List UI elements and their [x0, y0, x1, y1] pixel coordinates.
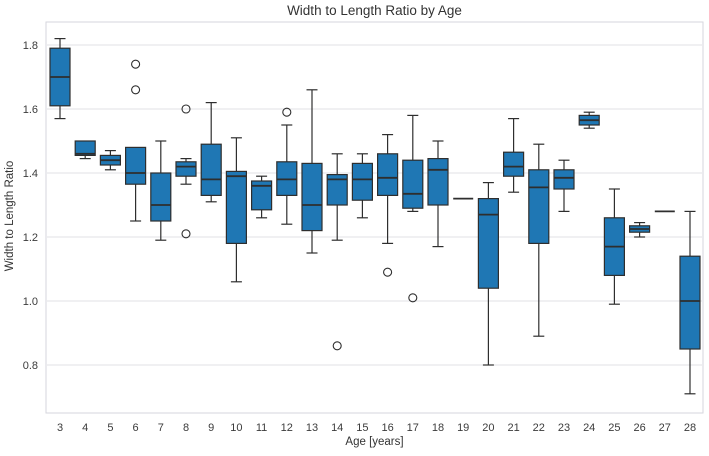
y-tick-label-1.4: 1.4: [23, 168, 38, 180]
box-age-9-iqr: [200, 143, 222, 196]
box-age-4-iqr: [74, 140, 96, 156]
x-tick-label-28: 28: [684, 422, 696, 434]
box-age-11-iqr: [251, 180, 273, 211]
x-tick-label-12: 12: [281, 422, 293, 434]
box-age-13-iqr: [301, 162, 323, 232]
x-tick-label-27: 27: [659, 422, 671, 434]
box-age-28-iqr: [679, 255, 701, 350]
box-age-17-iqr: [402, 159, 424, 209]
box-age-20-iqr: [477, 198, 499, 289]
box-age-6-outlier-1: [131, 85, 141, 95]
box-age-6-iqr: [124, 146, 147, 185]
x-tick-label-13: 13: [306, 422, 318, 434]
box-age-6-outlier-0: [131, 59, 141, 69]
x-tick-label-9: 9: [208, 422, 214, 434]
x-tick-label-21: 21: [507, 422, 519, 434]
box-age-16-iqr: [377, 153, 399, 197]
x-tick-label-7: 7: [158, 422, 164, 434]
x-tick-label-4: 4: [82, 422, 88, 434]
y-tick-label-0.8: 0.8: [23, 360, 38, 372]
box-age-8-outlier-0: [181, 104, 191, 114]
x-axis-label: Age [years]: [345, 436, 404, 448]
box-age-8-outlier-1: [181, 229, 191, 239]
x-tick-label-6: 6: [133, 422, 139, 434]
x-tick-label-16: 16: [381, 422, 393, 434]
box-age-10-iqr: [225, 170, 247, 244]
x-tick-label-19: 19: [457, 422, 469, 434]
y-tick-label-1.2: 1.2: [23, 232, 38, 244]
x-tick-label-25: 25: [608, 422, 620, 434]
x-tick-label-24: 24: [583, 422, 595, 434]
x-tick-label-20: 20: [482, 422, 494, 434]
x-tick-label-23: 23: [558, 422, 570, 434]
box-age-21-iqr: [503, 151, 525, 177]
x-tick-label-18: 18: [432, 422, 444, 434]
box-age-15-iqr: [351, 162, 373, 201]
box-age-17-outlier-0: [408, 293, 418, 303]
box-age-14-outlier-0: [332, 341, 342, 351]
box-age-7-iqr: [150, 172, 172, 222]
box-age-22-iqr: [528, 169, 550, 245]
x-tick-label-17: 17: [407, 422, 419, 434]
x-tick-label-10: 10: [230, 422, 242, 434]
box-age-23-iqr: [553, 169, 575, 190]
box-age-14-iqr: [326, 174, 348, 206]
x-tick-label-5: 5: [107, 422, 113, 434]
x-tick-label-22: 22: [533, 422, 545, 434]
chart-title: Width to Length Ratio by Age: [287, 3, 462, 18]
x-tick-label-26: 26: [633, 422, 645, 434]
y-axis-label: Width to Length Ratio: [4, 160, 16, 272]
x-tick-label-14: 14: [331, 422, 343, 434]
box-age-12-outlier-0: [282, 107, 292, 117]
box-age-8-iqr: [175, 161, 197, 177]
x-tick-label-8: 8: [183, 422, 189, 434]
x-tick-label-15: 15: [356, 422, 368, 434]
y-tick-label-1.6: 1.6: [23, 104, 38, 116]
x-tick-label-11: 11: [256, 422, 267, 434]
y-tick-label-1.0: 1.0: [23, 296, 38, 308]
x-tick-label-3: 3: [57, 422, 63, 434]
box-age-18-iqr: [427, 158, 449, 206]
y-tick-label-1.8: 1.8: [23, 40, 38, 52]
box-age-16-outlier-0: [383, 267, 393, 277]
